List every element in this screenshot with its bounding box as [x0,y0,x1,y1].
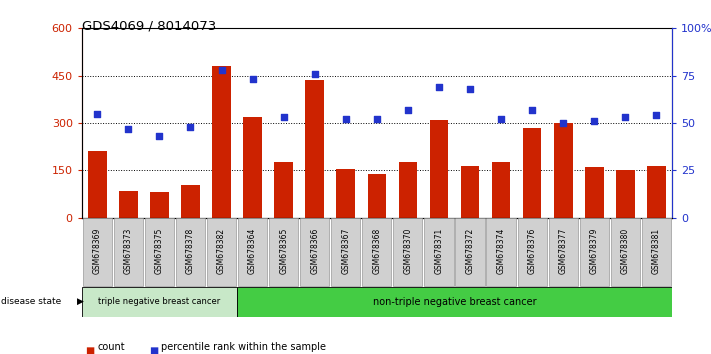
Text: GSM678368: GSM678368 [373,228,381,274]
Point [371,116,383,122]
Text: GDS4069 / 8014073: GDS4069 / 8014073 [82,19,216,33]
Text: GSM678375: GSM678375 [155,228,164,274]
Point [651,113,662,118]
Text: GSM678379: GSM678379 [589,228,599,274]
Point [464,86,476,92]
FancyBboxPatch shape [549,218,578,286]
Bar [88,152,107,218]
Point [340,116,351,122]
FancyBboxPatch shape [145,218,174,286]
Text: percentile rank within the sample: percentile rank within the sample [161,342,326,352]
FancyBboxPatch shape [207,218,236,286]
Point [589,118,600,124]
FancyBboxPatch shape [579,218,609,286]
Text: GSM678382: GSM678382 [217,228,226,274]
Text: GSM678366: GSM678366 [310,228,319,274]
Text: non-triple negative breast cancer: non-triple negative breast cancer [373,297,536,307]
Text: GSM678364: GSM678364 [248,228,257,274]
Point [619,114,631,120]
Bar [274,162,293,218]
Bar [336,169,355,218]
Point [247,76,258,82]
Bar [523,128,542,218]
Text: triple negative breast cancer: triple negative breast cancer [98,297,220,306]
FancyBboxPatch shape [456,218,485,286]
Text: GSM678378: GSM678378 [186,228,195,274]
FancyBboxPatch shape [362,218,392,286]
FancyBboxPatch shape [300,218,329,286]
Text: GSM678377: GSM678377 [559,228,567,274]
Bar [212,66,231,218]
Point [557,120,569,126]
FancyBboxPatch shape [176,218,205,286]
FancyBboxPatch shape [393,218,422,286]
Bar [429,120,448,218]
FancyBboxPatch shape [518,218,547,286]
FancyBboxPatch shape [642,218,671,286]
Text: GSM678374: GSM678374 [496,228,506,274]
Text: GSM678371: GSM678371 [434,228,444,274]
Text: GSM678367: GSM678367 [341,228,351,274]
FancyBboxPatch shape [611,218,640,286]
FancyBboxPatch shape [82,287,237,317]
Text: GSM678369: GSM678369 [93,228,102,274]
FancyBboxPatch shape [114,218,143,286]
Text: ▶: ▶ [77,297,84,306]
Bar [243,117,262,218]
Bar [616,170,635,218]
Point [216,67,228,73]
Point [309,71,321,76]
Bar [119,191,138,218]
Text: GSM678380: GSM678380 [621,228,630,274]
FancyBboxPatch shape [238,218,267,286]
Point [123,126,134,132]
Text: GSM678372: GSM678372 [466,228,474,274]
Bar [181,184,200,218]
FancyBboxPatch shape [424,218,454,286]
Bar [492,162,510,218]
FancyBboxPatch shape [331,218,360,286]
FancyBboxPatch shape [486,218,515,286]
Text: GSM678373: GSM678373 [124,228,133,274]
Point [185,124,196,130]
Point [526,107,538,113]
Point [433,84,444,90]
Bar [554,123,572,218]
FancyBboxPatch shape [237,287,672,317]
Text: GSM678376: GSM678376 [528,228,537,274]
Bar [150,193,169,218]
Bar [368,173,386,218]
FancyBboxPatch shape [269,218,298,286]
Bar [647,166,665,218]
Text: GSM678381: GSM678381 [652,228,661,274]
Point [496,116,507,122]
Text: disease state: disease state [1,297,62,306]
Text: ■: ■ [85,346,95,354]
Point [278,114,289,120]
Bar [461,166,479,218]
Point [92,111,103,116]
Bar [306,80,324,218]
Text: GSM678365: GSM678365 [279,228,288,274]
Point [154,133,165,139]
Text: count: count [97,342,125,352]
Point [402,107,414,113]
Text: GSM678370: GSM678370 [403,228,412,274]
FancyBboxPatch shape [82,218,112,286]
Bar [585,167,604,218]
Text: ■: ■ [149,346,159,354]
Bar [399,162,417,218]
